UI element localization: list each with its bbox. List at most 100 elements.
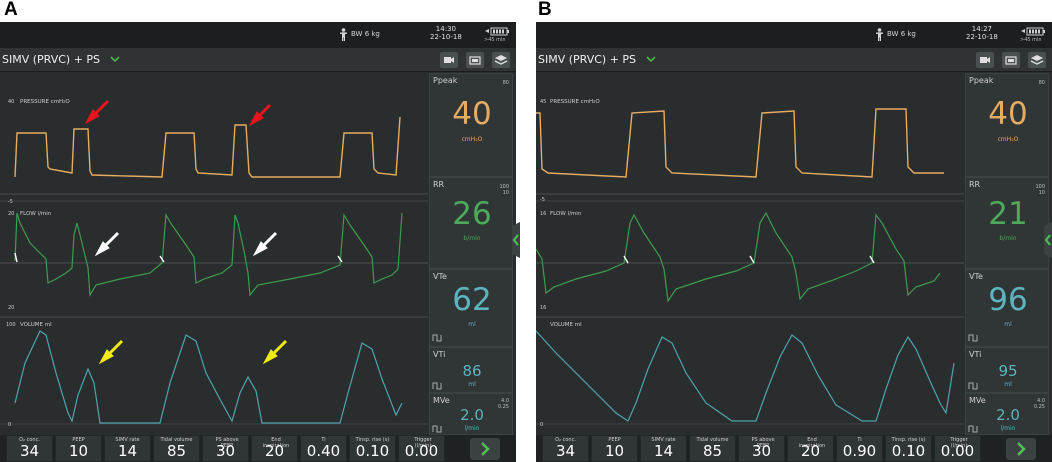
param-value: 30 [215, 442, 236, 460]
param-tinsp-rise[interactable]: Tinsp. rise (s) 0.10 [885, 435, 932, 462]
loop-icon [968, 334, 978, 342]
readings-column: Ppeak 80 40 cmH₂O RR 100 10 26 b/min VTe… [429, 73, 513, 435]
panel-letter-b: B [538, 0, 552, 20]
rr-scale: 100 10 [499, 184, 509, 196]
param-value: 20 [800, 442, 821, 460]
param-tinsp-rise[interactable]: Tinsp. rise (s) 0.10 [349, 435, 396, 462]
mve-value: 2.0 [996, 406, 1020, 424]
param-value: 0.00 [404, 442, 439, 460]
camera-button[interactable] [440, 52, 458, 68]
vte-tile[interactable]: VTe 62 ml [429, 269, 513, 347]
camera-button[interactable] [976, 52, 994, 68]
chevron-down-icon[interactable] [646, 55, 656, 63]
chevron-down-icon[interactable] [110, 55, 120, 63]
ppeak-tile[interactable]: Ppeak 80 40 cmH₂O [429, 73, 513, 177]
param-peep[interactable]: PEEP 10 [591, 435, 638, 462]
rr-value: 26 [452, 196, 492, 232]
param-label: Trigger (l/min) [950, 437, 968, 449]
param-end-inspiration[interactable]: End inspiration 20 [787, 435, 834, 462]
param-peep[interactable]: PEEP 10 [55, 435, 102, 462]
layers-button[interactable] [1028, 52, 1046, 68]
param-ps-above-peep[interactable]: PS above PEEP 30 [202, 435, 249, 462]
pressure-waveform [536, 108, 944, 178]
param-value: 10 [604, 442, 625, 460]
pressure-arrow [84, 99, 110, 125]
battery-remaining: >45 min [1020, 37, 1042, 43]
rr-tile[interactable]: RR 100 10 21 b/min [965, 177, 1049, 269]
param-simv-rate[interactable]: SIMV rate 14 [640, 435, 687, 462]
ppeak-tile[interactable]: Ppeak 80 40 cmH₂O [965, 73, 1049, 177]
vte-unit: ml [1004, 321, 1012, 328]
ventilation-mode[interactable]: SIMV (PRVC) + PS [538, 53, 637, 66]
param-label: PS above PEEP [215, 437, 239, 449]
vti-tile[interactable]: VTi 95 ml [965, 347, 1049, 393]
ppeak-unit: cmH₂O [461, 136, 483, 143]
mve-label: MVe [433, 396, 450, 405]
pressure-arrow [248, 103, 272, 127]
vti-value: 86 [462, 362, 482, 380]
ventilator-screen-b: BW 6 kg 14:27 22-10-18 >45 min SIMV (PRV… [536, 22, 1052, 462]
mve-tile[interactable]: MVe 4.0 0.25 2.0 l/min [429, 393, 513, 435]
param-value: 30 [751, 442, 772, 460]
param-o2-conc[interactable]: O₂ conc. 34 [542, 435, 589, 462]
param-label: PEEP [72, 437, 85, 443]
clock-date: 22-10-18 [966, 33, 998, 41]
loop-icon [968, 425, 978, 433]
next-button[interactable] [1006, 438, 1036, 460]
mve-tile[interactable]: MVe 4.0 0.25 2.0 l/min [965, 393, 1049, 435]
vti-tile[interactable]: VTi 86 ml [429, 347, 513, 393]
param-label: Ti [857, 437, 862, 443]
vte-unit: ml [468, 321, 476, 328]
vti-unit: ml [1004, 381, 1012, 388]
flow-label: FLOW l/min [20, 211, 52, 217]
param-end-inspiration[interactable]: End inspiration 20 [251, 435, 298, 462]
param-ps-above-peep[interactable]: PS above PEEP 30 [738, 435, 785, 462]
param-simv-rate[interactable]: SIMV rate 14 [104, 435, 151, 462]
param-label: Tinsp. rise (s) [891, 437, 926, 443]
next-button[interactable] [470, 438, 500, 460]
screen-button[interactable] [1002, 52, 1020, 68]
param-value: 0.90 [842, 442, 877, 460]
rr-tile[interactable]: RR 100 10 26 b/min [429, 177, 513, 269]
param-value: 20 [264, 442, 285, 460]
trigger-mark [14, 252, 18, 263]
rr-label: RR [969, 180, 981, 189]
vti-unit: ml [468, 381, 476, 388]
param-trigger[interactable]: Trigger (l/min) 0.00 [398, 435, 445, 462]
ppeak-value: 40 [988, 96, 1028, 132]
param-ti[interactable]: Ti 0.40 [300, 435, 347, 462]
ventilation-mode[interactable]: SIMV (PRVC) + PS [2, 53, 101, 66]
param-label: Trigger (l/min) [414, 437, 432, 449]
volume-label: VOLUME ml [20, 322, 52, 328]
param-trigger[interactable]: Trigger (l/min) 0.00 [934, 435, 981, 462]
expand-tab-a[interactable] [508, 222, 520, 258]
vte-label: VTe [433, 272, 447, 281]
pressure-waveform [14, 116, 401, 178]
flow-label: FLOW l/min [550, 211, 582, 217]
flow-waveform [536, 211, 941, 303]
waveform-area: 45 PRESSURE cmH₂O -5 16 FLOW l/min 16 VO… [536, 73, 964, 435]
loop-icon [968, 382, 978, 390]
flow-scale-bottom: 20 [8, 305, 14, 311]
param-ti[interactable]: Ti 0.90 [836, 435, 883, 462]
rr-scale-top: 100 [499, 184, 509, 190]
param-tidal-volume[interactable]: Tidal volume 85 [153, 435, 200, 462]
param-tidal-volume[interactable]: Tidal volume 85 [689, 435, 736, 462]
param-value: 14 [653, 442, 674, 460]
clock: 14:27 22-10-18 [966, 25, 998, 41]
camera-icon [980, 57, 990, 63]
vte-tile[interactable]: VTe 96 ml [965, 269, 1049, 347]
screen-button[interactable] [466, 52, 484, 68]
expand-tab-b[interactable] [1040, 222, 1052, 258]
screen-icon [469, 56, 481, 65]
param-value: 0.00 [940, 442, 975, 460]
ventilator-screen-a: BW 6 kg 14:30 22-10-18 >45 min SIMV (PRV… [0, 22, 516, 462]
param-label: SIMV rate [651, 437, 676, 443]
ppeak-label: Ppeak [969, 76, 994, 85]
layers-button[interactable] [492, 52, 510, 68]
param-value: 0.10 [355, 442, 390, 460]
param-o2-conc[interactable]: O₂ conc. 34 [6, 435, 53, 462]
vte-label: VTe [969, 272, 983, 281]
param-value: 34 [19, 442, 40, 460]
mode-bar: SIMV (PRVC) + PS [0, 48, 516, 72]
